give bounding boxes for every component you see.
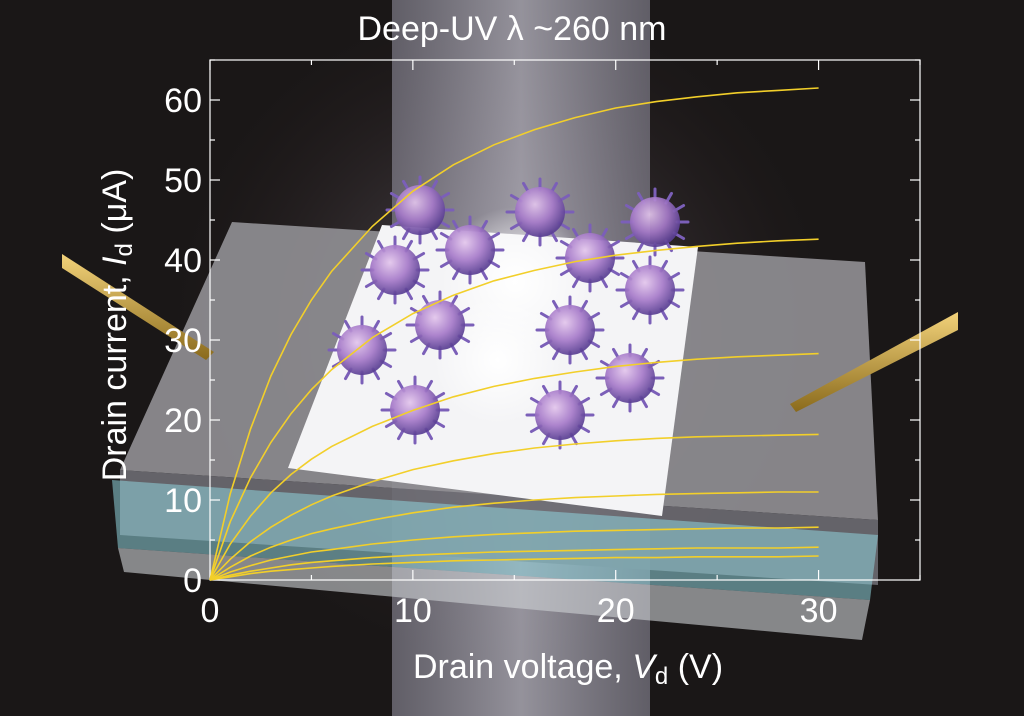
virus-particle <box>535 295 605 365</box>
virus-particle <box>385 175 455 245</box>
y-axis-label: Drain current, Id (μA) <box>96 169 138 482</box>
y-tick-label: 20 <box>164 402 202 440</box>
x-axis-label: Drain voltage, Vd (V) <box>413 648 723 690</box>
y-tick-label: 40 <box>164 242 202 280</box>
virus-particle <box>360 235 430 305</box>
y-tick-label: 60 <box>164 82 202 120</box>
virus-particle <box>525 380 595 450</box>
iv-curve-6 <box>209 526 819 581</box>
chart-title: Deep-UV λ ~260 nm <box>358 10 667 48</box>
x-tick-label: 10 <box>394 592 432 630</box>
virus-particle <box>505 177 575 247</box>
iv-curves <box>209 87 819 581</box>
x-tick-label: 0 <box>201 592 220 630</box>
virus-particle <box>435 215 505 285</box>
y-tick-label: 30 <box>164 322 202 360</box>
y-tick-label: 50 <box>164 162 202 200</box>
iv-curve-4 <box>209 433 819 581</box>
y-tick-label: 0 <box>183 562 202 600</box>
tick-labels: 0 10 20 30 0 10 20 30 40 50 60 <box>164 82 837 630</box>
virus-particle <box>615 255 685 325</box>
x-tick-label: 20 <box>597 592 635 630</box>
plot-frame <box>209 59 921 581</box>
iv-curve-7 <box>209 546 819 581</box>
iv-curve-8 <box>209 555 819 581</box>
iv-curve-5 <box>209 491 819 581</box>
iv-curve-1 <box>209 87 819 581</box>
iv-curve-3 <box>209 352 819 581</box>
iv-curve-2 <box>209 238 819 581</box>
x-tick-label: 30 <box>800 592 838 630</box>
virus-particle <box>555 223 625 293</box>
y-tick-label: 10 <box>164 482 202 520</box>
